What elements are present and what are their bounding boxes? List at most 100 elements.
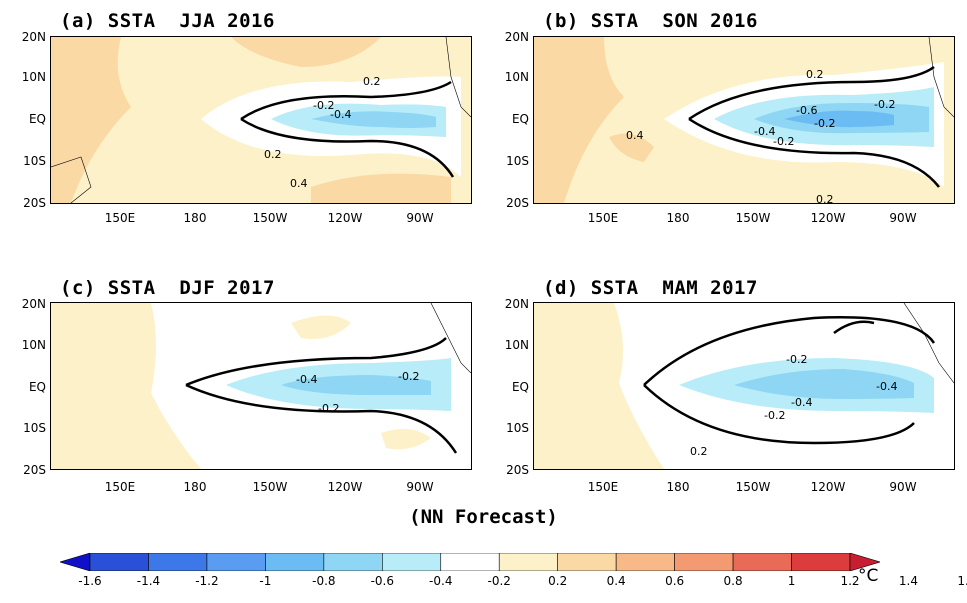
colorbar-swatch <box>791 553 851 571</box>
lat-label: 10S <box>506 421 529 435</box>
lon-label: 150E <box>104 211 136 225</box>
colorbar-tick-label: 1.4 <box>898 574 918 588</box>
lat-label: 20N <box>21 30 46 44</box>
colorbar-swatch <box>206 553 266 571</box>
panel-title-b: (b) SSTA SON 2016 <box>543 10 758 32</box>
lon-label: 180 <box>183 480 207 494</box>
map-c-fill <box>51 303 471 469</box>
map-panel-b <box>533 36 955 204</box>
lon-label: 150E <box>104 480 136 494</box>
contour-label: 0.2 <box>816 193 834 206</box>
colorbar-tick-label: 1.2 <box>840 574 860 588</box>
lat-label: 10N <box>21 70 46 84</box>
colorbar-tick-label: 0.2 <box>548 574 568 588</box>
lon-label: 120W <box>810 480 846 494</box>
lon-label: 150E <box>587 480 619 494</box>
map-b-fill <box>534 37 954 203</box>
lon-label: 150E <box>587 211 619 225</box>
contour-label: -0.2 <box>764 409 786 422</box>
contour-label: 0.2 <box>690 445 708 458</box>
colorbar-tick-label: -0.2 <box>487 574 511 588</box>
lon-label: 90W <box>406 480 434 494</box>
contour-label: 0.2 <box>264 148 282 161</box>
contour-label: -0.2 <box>313 99 335 112</box>
colorbar-swatch <box>674 553 734 571</box>
colorbar-tick-label: -1.6 <box>78 574 102 588</box>
panel-title-d: (d) SSTA MAM 2017 <box>543 277 758 299</box>
panel-title-c: (c) SSTA DJF 2017 <box>60 277 275 299</box>
contour-label: 0.4 <box>290 177 308 190</box>
lon-label: 180 <box>666 211 690 225</box>
colorbar-tick-label: 1 <box>787 574 796 588</box>
colorbar-swatch <box>323 553 383 571</box>
contour-label: -0.4 <box>754 125 776 138</box>
colorbar-swatch <box>732 553 792 571</box>
colorbar-tick-label: -1 <box>259 574 272 588</box>
lat-label: EQ <box>28 380 46 394</box>
lat-label: 10S <box>23 421 46 435</box>
contour-label: -0.4 <box>791 396 813 409</box>
contour-label: -0.6 <box>796 104 818 117</box>
colorbar-tick-label: -1.2 <box>195 574 219 588</box>
lat-label: 20N <box>504 297 529 311</box>
lon-label: 120W <box>810 211 846 225</box>
lon-label: 120W <box>327 480 363 494</box>
contour-label: -0.2 <box>773 135 795 148</box>
colorbar-swatch <box>557 553 617 571</box>
lat-label: 20S <box>23 463 46 477</box>
lat-label: 10S <box>23 154 46 168</box>
lat-label: 20S <box>506 196 529 210</box>
lon-label: 180 <box>183 211 207 225</box>
colorbar-tick-label: -0.8 <box>312 574 336 588</box>
colorbar-tick-label: -0.6 <box>370 574 394 588</box>
panel-title-a: (a) SSTA JJA 2016 <box>60 10 275 32</box>
contour-label: -0.2 <box>874 98 896 111</box>
contour-label: 0.2 <box>363 75 381 88</box>
contour-label: -0.4 <box>296 373 318 386</box>
colorbar-tick-label: 1.6 <box>957 574 967 588</box>
colorbar-tick-label: 0.6 <box>665 574 685 588</box>
lon-label: 90W <box>889 480 917 494</box>
colorbar-tick-label: 0.4 <box>606 574 626 588</box>
lon-label: 90W <box>889 211 917 225</box>
lon-label: 180 <box>666 480 690 494</box>
forecast-caption: (NN Forecast) <box>409 506 558 528</box>
contour-label: -0.2 <box>786 353 808 366</box>
colorbar-arrow-left <box>60 553 91 571</box>
lat-label: 20N <box>21 297 46 311</box>
contour-label: -0.4 <box>876 380 898 393</box>
lon-label: 150W <box>735 480 771 494</box>
lon-label: 90W <box>406 211 434 225</box>
colorbar-arrow-right <box>849 553 880 571</box>
colorbar-swatch <box>148 553 208 571</box>
colorbar-tick-label: 0.8 <box>723 574 743 588</box>
contour-label: 0.4 <box>626 129 644 142</box>
map-panel-c <box>50 302 472 470</box>
colorbar-swatch <box>89 553 149 571</box>
map-panel-d <box>533 302 955 470</box>
lat-label: 10S <box>506 154 529 168</box>
lat-label: EQ <box>28 112 46 126</box>
lat-label: EQ <box>511 112 529 126</box>
lat-label: 10N <box>504 338 529 352</box>
lon-label: 120W <box>327 211 363 225</box>
contour-label: -0.4 <box>330 108 352 121</box>
contour-label: -0.2 <box>814 117 836 130</box>
lon-label: 150W <box>252 211 288 225</box>
colorbar <box>60 553 880 571</box>
colorbar-tick-label: -1.4 <box>136 574 161 588</box>
lat-label: 20N <box>504 30 529 44</box>
lat-label: 20S <box>506 463 529 477</box>
contour-label: -0.2 <box>398 370 420 383</box>
colorbar-swatch <box>440 553 500 571</box>
lon-label: 150W <box>735 211 771 225</box>
unit-label: °C <box>858 566 879 586</box>
lat-label: 10N <box>504 70 529 84</box>
colorbar-swatch <box>382 553 442 571</box>
lat-label: 10N <box>21 338 46 352</box>
map-d-fill <box>534 303 954 469</box>
colorbar-swatch <box>265 553 325 571</box>
contour-label: -0.2 <box>318 402 340 415</box>
lat-label: 20S <box>23 196 46 210</box>
map-panel-a <box>50 36 472 204</box>
